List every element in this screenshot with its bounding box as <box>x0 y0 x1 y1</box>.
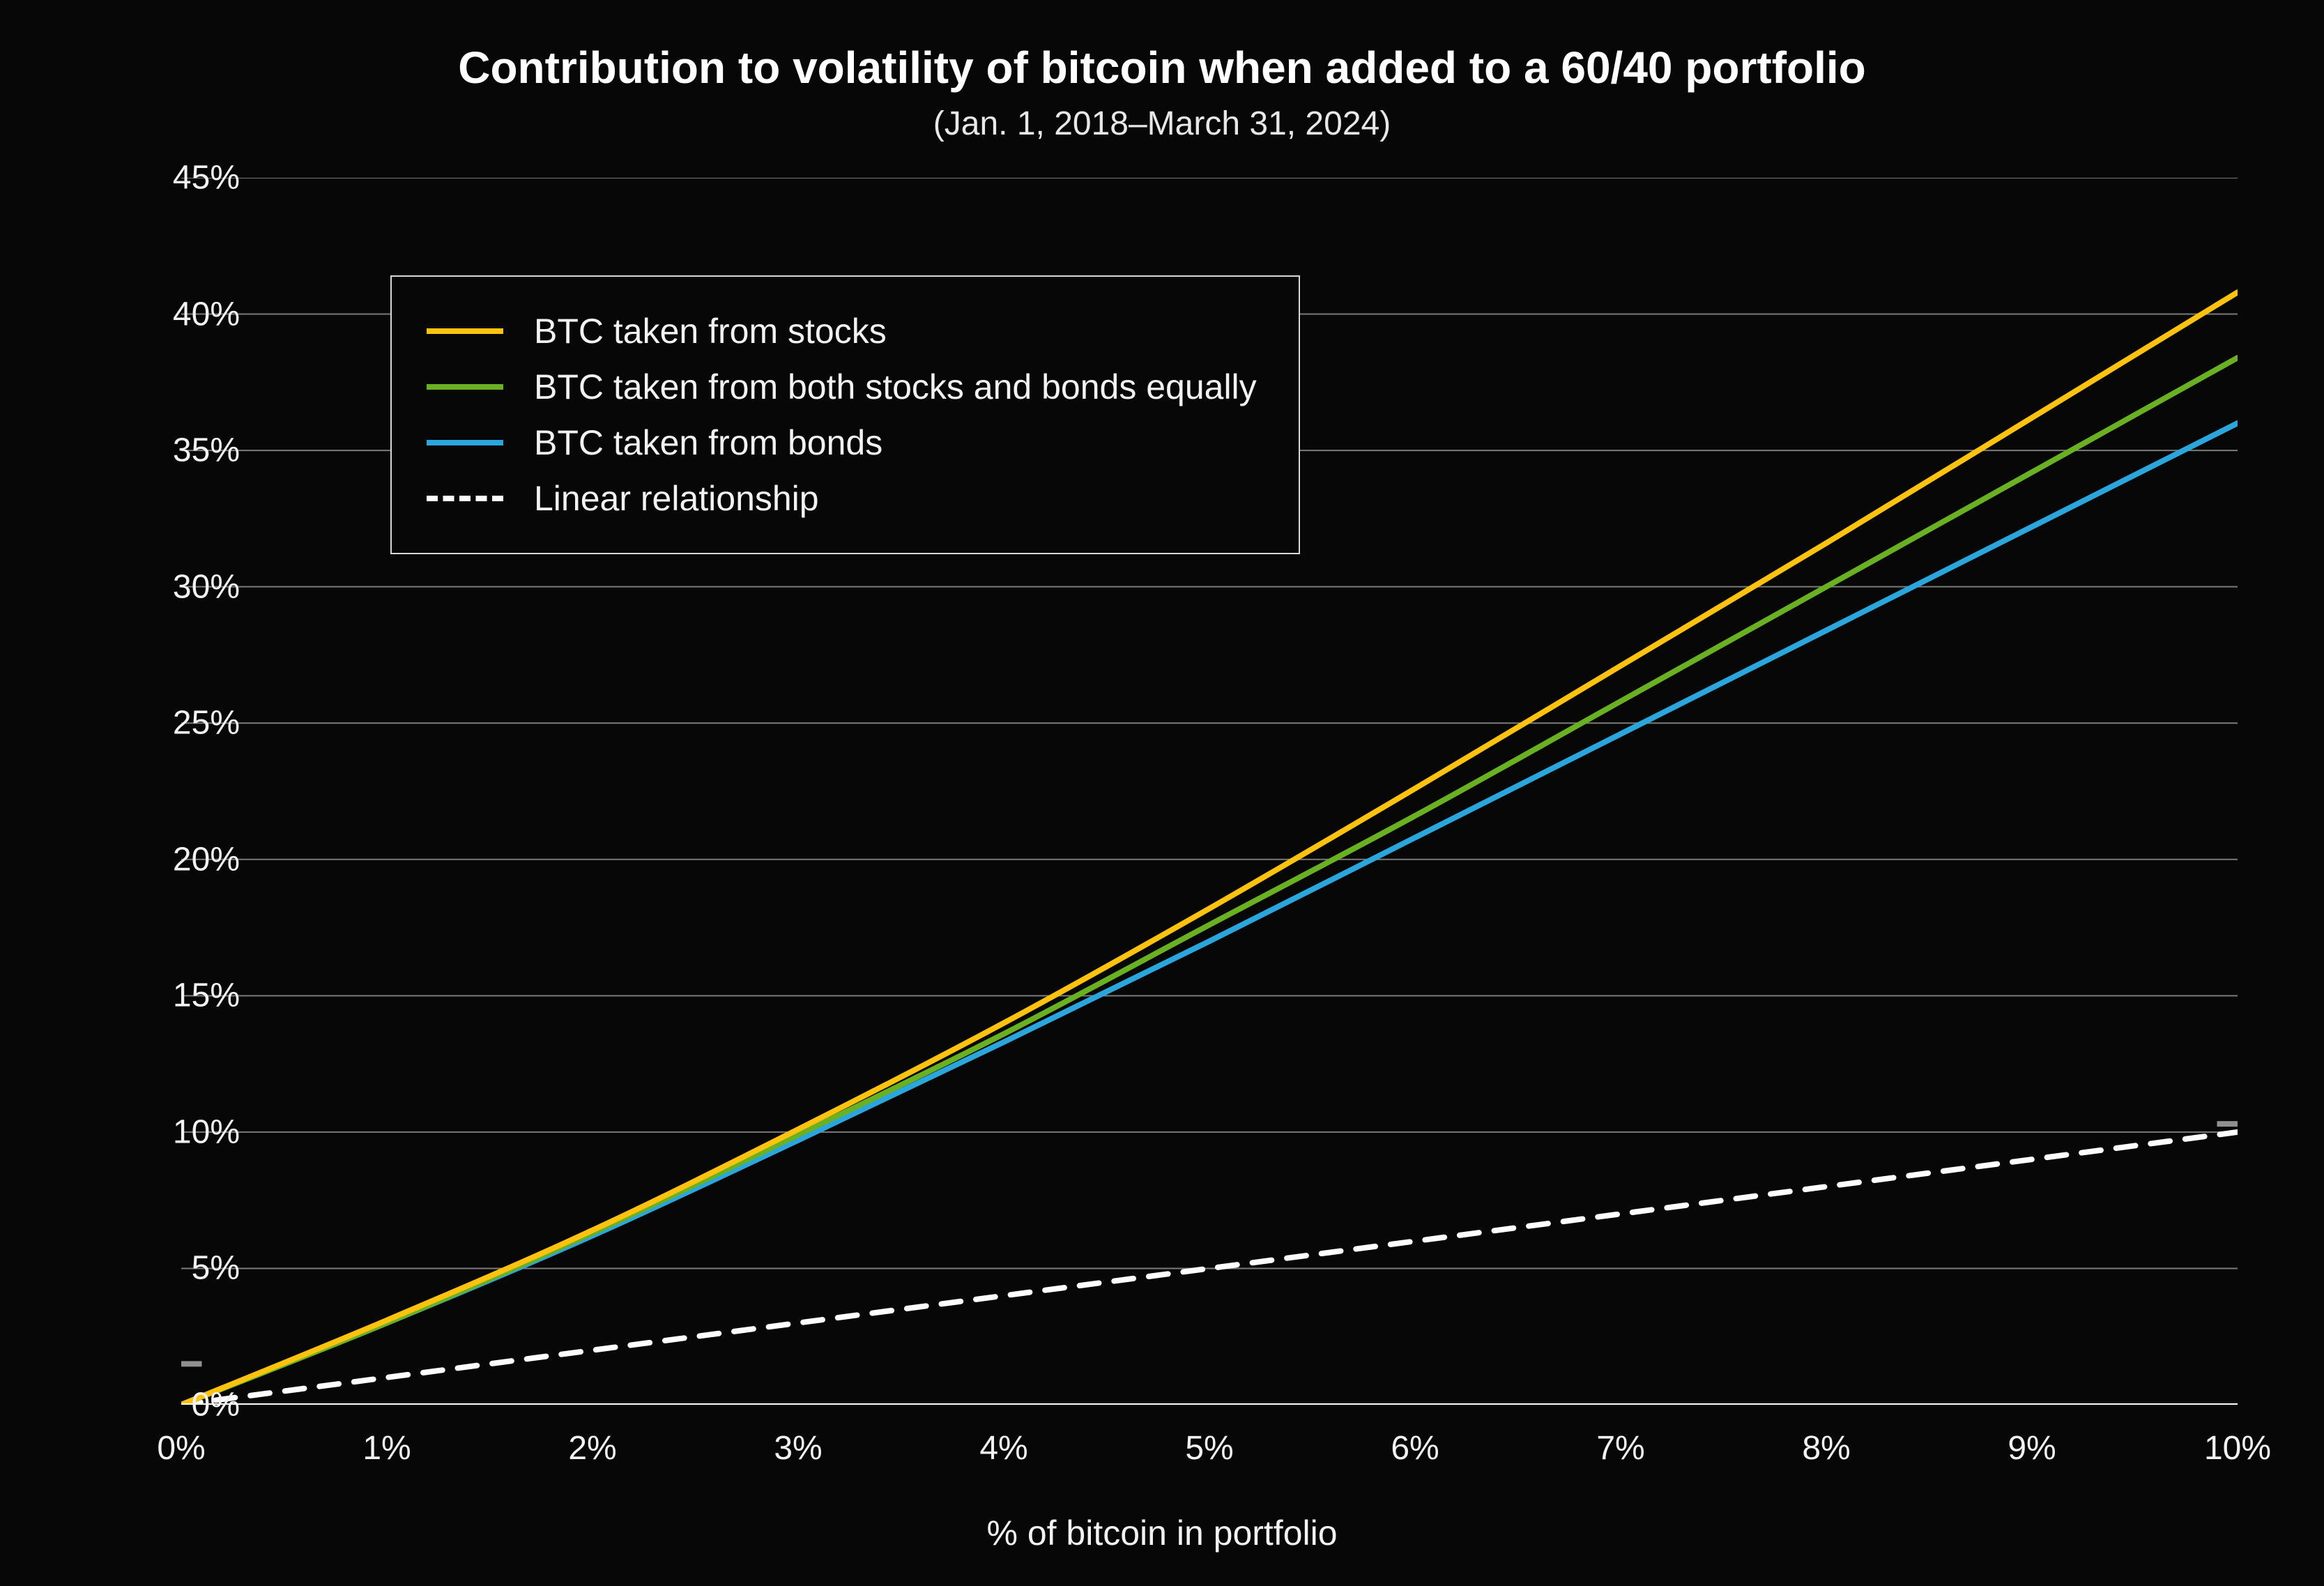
chart-container: Contribution to volatility of bitcoin wh… <box>0 0 2324 1586</box>
x-tick-label: 9% <box>1962 1429 2102 1467</box>
x-tick-label: 2% <box>523 1429 662 1467</box>
x-tick-label: 1% <box>317 1429 457 1467</box>
x-tick-label: 7% <box>1551 1429 1690 1467</box>
legend-label: BTC taken from both stocks and bonds equ… <box>534 367 1257 407</box>
x-tick-label: 6% <box>1345 1429 1485 1467</box>
legend-item: BTC taken from stocks <box>427 303 1257 359</box>
x-tick-label: 5% <box>1140 1429 1279 1467</box>
legend-swatch <box>427 440 503 445</box>
chart-subtitle: (Jan. 1, 2018–March 31, 2024) <box>0 105 2324 143</box>
y-tick-label: 0% <box>100 1386 240 1424</box>
y-tick-label: 45% <box>100 159 240 197</box>
y-tick-label: 25% <box>100 704 240 742</box>
axis-stub-marks <box>181 1124 2238 1364</box>
y-tick-label: 20% <box>100 840 240 878</box>
y-tick-label: 15% <box>100 977 240 1015</box>
legend: BTC taken from stocks BTC taken from both… <box>390 275 1300 554</box>
x-tick-label: 8% <box>1757 1429 1896 1467</box>
legend-label: BTC taken from stocks <box>534 311 887 351</box>
x-axis-label: % of bitcoin in portfolio <box>0 1513 2324 1553</box>
legend-item: BTC taken from both stocks and bonds equ… <box>427 359 1257 415</box>
legend-swatch <box>427 328 503 334</box>
legend-label: Linear relationship <box>534 478 819 519</box>
legend-swatch <box>427 384 503 390</box>
x-tick-label: 10% <box>2168 1429 2307 1467</box>
legend-item: BTC taken from bonds <box>427 415 1257 471</box>
legend-label: BTC taken from bonds <box>534 422 882 463</box>
y-tick-label: 40% <box>100 295 240 333</box>
x-tick-label: 0% <box>112 1429 251 1467</box>
chart-title: Contribution to volatility of bitcoin wh… <box>0 42 2324 93</box>
legend-item: Linear relationship <box>427 471 1257 526</box>
legend-swatch <box>427 496 503 501</box>
y-tick-label: 30% <box>100 567 240 606</box>
x-tick-label: 3% <box>728 1429 868 1467</box>
x-tick-label: 4% <box>934 1429 1073 1467</box>
y-tick-label: 5% <box>100 1249 240 1288</box>
y-tick-label: 35% <box>100 432 240 470</box>
y-tick-label: 10% <box>100 1113 240 1151</box>
series-line <box>181 423 2238 1405</box>
